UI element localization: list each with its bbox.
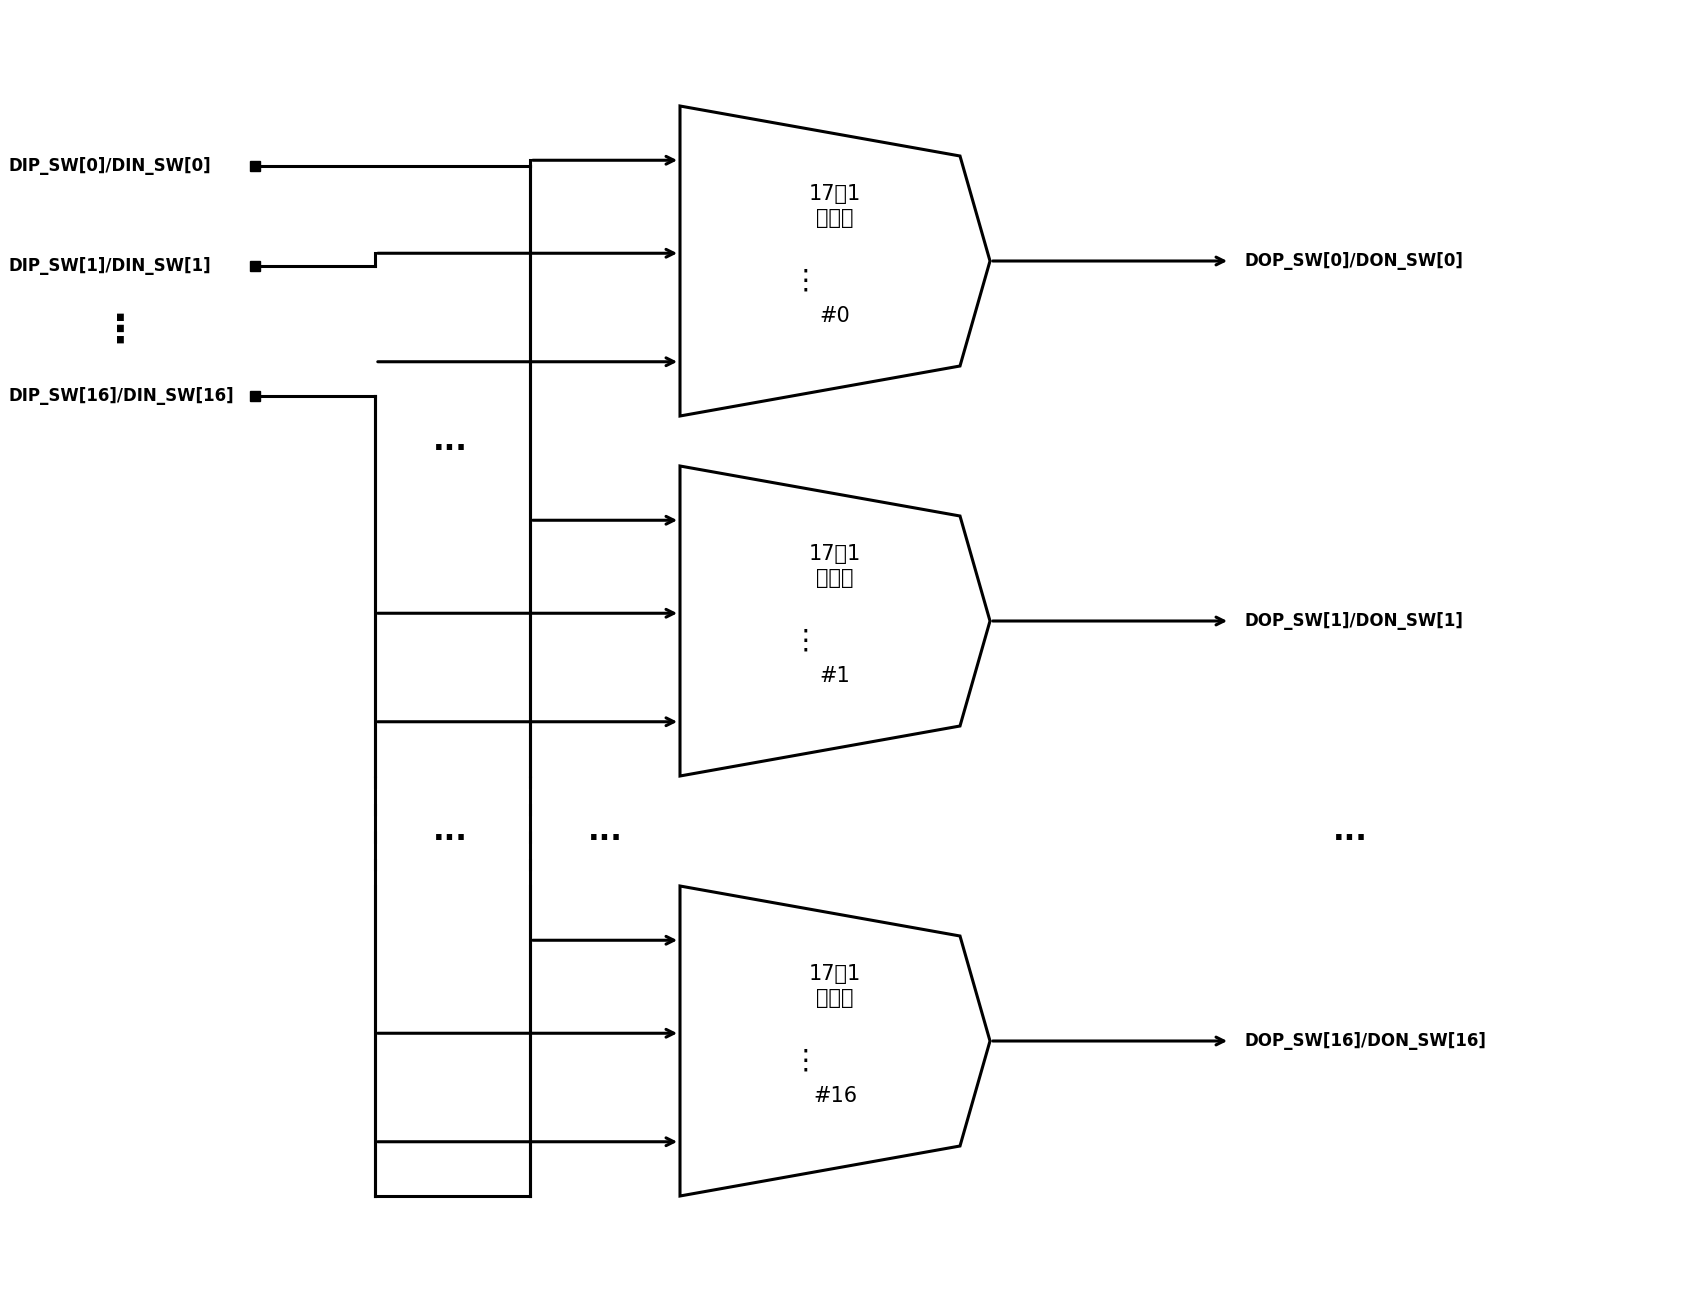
Text: #1: #1 bbox=[820, 666, 851, 686]
Text: DOP_SW[16]/DON_SW[16]: DOP_SW[16]/DON_SW[16] bbox=[1246, 1032, 1487, 1050]
Text: ...: ... bbox=[432, 817, 468, 846]
Text: DOP_SW[0]/DON_SW[0]: DOP_SW[0]/DON_SW[0] bbox=[1246, 252, 1464, 271]
Text: #16: #16 bbox=[814, 1086, 858, 1106]
Text: ⋮: ⋮ bbox=[792, 267, 819, 295]
Text: ⋮: ⋮ bbox=[792, 1047, 819, 1075]
Text: ⋮: ⋮ bbox=[792, 627, 819, 654]
Text: ...: ... bbox=[1332, 817, 1368, 846]
Text: DIP_SW[1]/DIN_SW[1]: DIP_SW[1]/DIN_SW[1] bbox=[8, 258, 210, 275]
Text: 17选1
复用器: 17选1 复用器 bbox=[809, 544, 861, 588]
Text: ...: ... bbox=[588, 817, 622, 846]
Text: #0: #0 bbox=[820, 306, 851, 327]
Text: ...: ... bbox=[432, 427, 468, 455]
Text: DIP_SW[0]/DIN_SW[0]: DIP_SW[0]/DIN_SW[0] bbox=[8, 157, 210, 176]
Text: DOP_SW[1]/DON_SW[1]: DOP_SW[1]/DON_SW[1] bbox=[1246, 611, 1464, 630]
Text: 17选1
复用器: 17选1 复用器 bbox=[809, 183, 861, 229]
Text: 17选1
复用器: 17选1 复用器 bbox=[809, 964, 861, 1008]
Text: DIP_SW[16]/DIN_SW[16]: DIP_SW[16]/DIN_SW[16] bbox=[8, 386, 234, 405]
Text: ⋮: ⋮ bbox=[100, 312, 139, 350]
